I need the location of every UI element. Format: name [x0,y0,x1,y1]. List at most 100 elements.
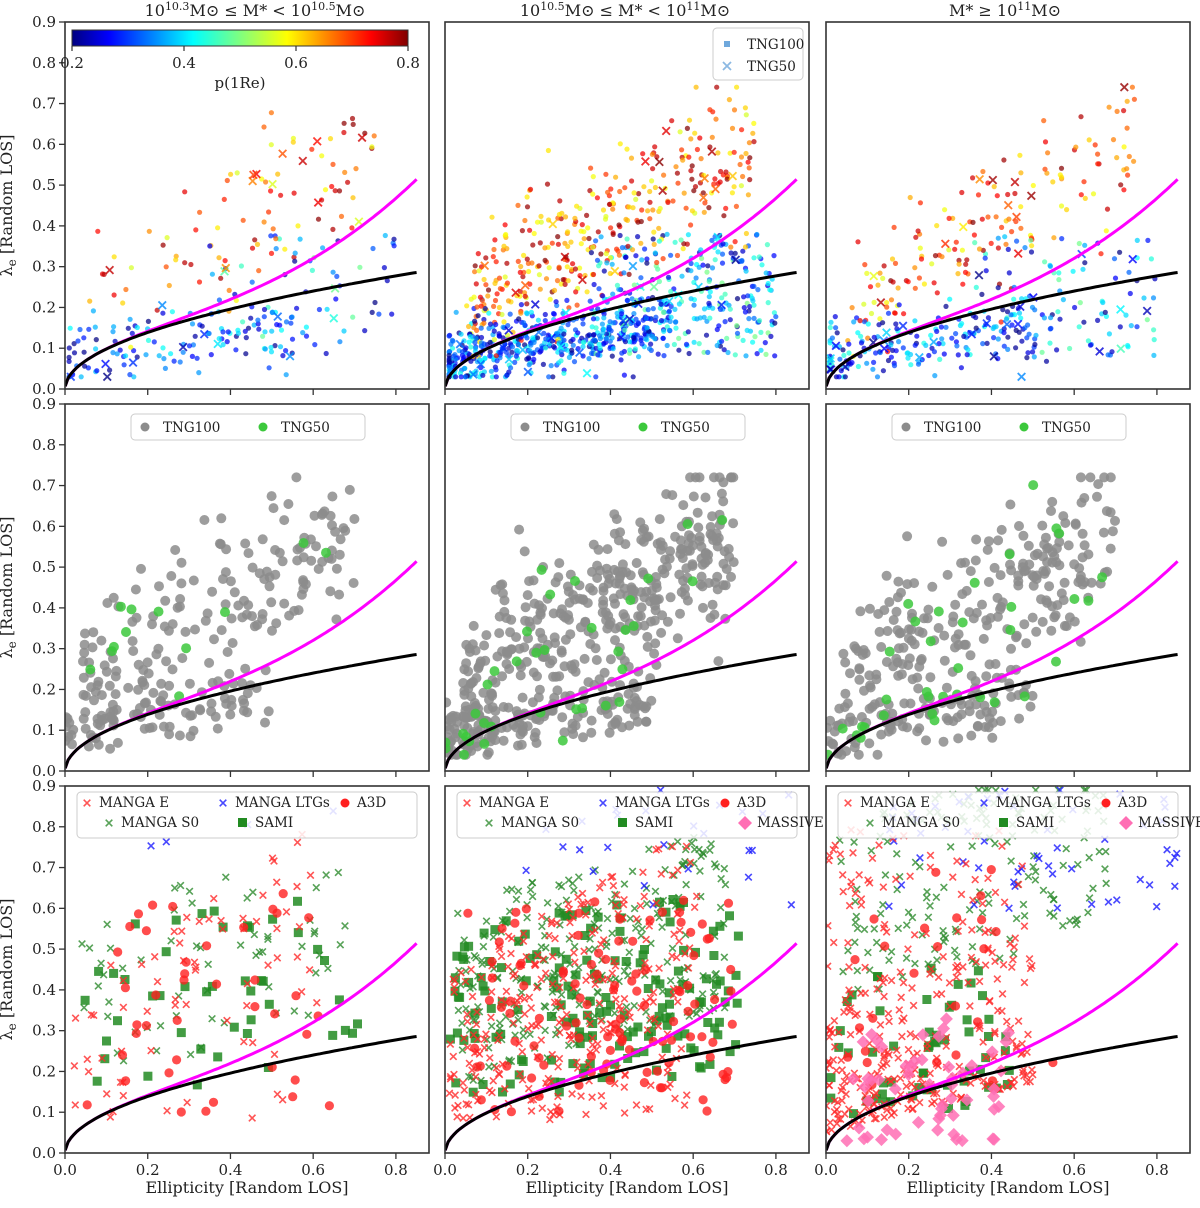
tng100-point [869,699,880,710]
tng100-point [330,526,341,537]
tng100-point [270,226,276,232]
axes-frame [444,21,810,390]
tng100-point [487,353,493,359]
manga-e-point [518,1047,527,1056]
tng100-point [656,278,663,285]
manga-s0-point [341,922,349,930]
tng100-point [1057,316,1063,322]
tng100-point [550,374,556,380]
sami-point [445,1034,455,1044]
tng50-point [582,368,592,378]
tng100-point [220,329,226,335]
tng100-point [832,314,838,320]
column-title-2: 1010.5M⊙ ≤ M* < 1011M⊙ [520,0,730,20]
tng100-point [732,239,738,245]
manga-e-point [248,1038,257,1047]
manga-s0-point [645,845,653,854]
sami-point [209,906,219,916]
manga-e-point [846,989,855,998]
tng100-point [965,347,971,353]
tng100-point [1060,518,1071,528]
a3d-point [615,914,625,924]
tng100-point [706,294,712,300]
tng100-point [516,316,522,322]
tng100-point [181,707,191,718]
manga-e-point [1018,1039,1026,1048]
manga-e-point [839,887,848,896]
a3d-point [180,969,190,979]
tng100-point [501,319,507,325]
manga-e-point [826,962,832,971]
tng100-point [1145,237,1151,243]
tng100-point [334,273,340,279]
tng100-point [615,248,621,254]
manga-s0-point [968,842,976,850]
tng100-point [979,216,985,222]
manga-e-point [847,882,855,891]
tng100-point [601,563,612,574]
tng100-point [529,260,535,266]
y-tick-label: 0.0 [32,1144,56,1162]
tng50-point [687,576,698,587]
a3d-point [515,960,525,971]
tng100-point [953,339,960,345]
tng100-point [619,583,630,594]
sami-point [505,1079,515,1089]
a3d-point [645,915,655,925]
a3d-point [529,1041,539,1051]
tng100-point [458,712,469,723]
tng100-point [642,641,653,652]
tng100-point [466,323,472,330]
tng100-point [995,285,1001,291]
manga-s0-point [670,871,678,880]
plot-area [445,22,809,389]
tng100-point [196,279,203,285]
manga-s0-point [1007,857,1016,865]
tng50-point [1095,347,1105,356]
tng100-point [1125,172,1131,178]
tng100-point [705,529,716,540]
tng100-point [1006,691,1017,702]
tng100-point [335,534,346,545]
manga-s0-point [322,871,331,879]
manga-ltg-point [1136,875,1145,884]
tng100-point [344,484,355,495]
tng100-point [596,263,602,269]
tng100-point [681,241,687,247]
tng100-point [916,654,927,664]
manga-s0-point [984,890,993,899]
tng100-point [1047,263,1053,269]
tng50-point [831,341,841,351]
a3d-point [952,913,962,923]
tng100-point [912,285,918,291]
tng100-point [605,189,611,195]
manga-e-point [690,903,699,912]
tng100-point [979,291,985,297]
manga-e-point [509,1019,518,1028]
tng100-point [678,500,689,511]
tng100-point [176,578,187,589]
sami-point [655,979,665,989]
manga-s0-point [720,953,729,962]
tng100-point [560,277,566,283]
tng100-point [1085,472,1096,483]
tng100-point [853,749,864,760]
a3d-point [685,1032,696,1042]
tng100-point [707,107,713,113]
tng100-point [1124,166,1130,172]
tng100-point [92,324,98,330]
manga-s0-point [682,880,691,889]
sami-point [100,1054,110,1064]
tng100-point [272,343,278,349]
manga-s0-point [334,868,343,877]
manga-e-point [643,1026,652,1034]
manga-s0-point [85,944,94,952]
manga-e-point [239,914,247,923]
tng100-point [490,254,496,260]
tng100-point [914,333,920,339]
legend-label-manga-ltg: MANGA LTGs [235,795,330,811]
sami-point [708,926,718,936]
legend-label-manga-s0: MANGA S0 [121,815,199,831]
